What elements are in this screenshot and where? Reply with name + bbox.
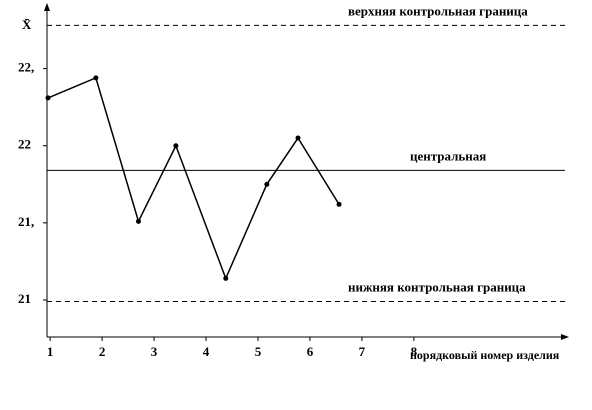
x-axis-label: порядковый номер изделия (410, 348, 560, 362)
x-tick-label: 8 (411, 344, 418, 359)
x-tick-label: 4 (203, 344, 210, 359)
x-tick-label: 6 (307, 344, 314, 359)
y-axis-arrow (44, 3, 50, 11)
y-tick-label: 21, (18, 214, 34, 229)
data-point (173, 143, 179, 149)
control-line-label: верхняя контрольная граница (348, 3, 528, 18)
x-tick-label: 3 (151, 344, 158, 359)
x-tick-label: 1 (47, 344, 54, 359)
control-line-label: центральная (410, 148, 486, 163)
x-tick-label: 7 (359, 344, 366, 359)
y-tick-label: 21 (18, 291, 31, 306)
control-line-label: нижняя контрольная граница (348, 280, 526, 295)
data-point (135, 218, 141, 224)
x-axis-arrow (561, 334, 569, 340)
y-tick-label: 22, (18, 60, 34, 75)
data-point (93, 75, 99, 81)
data-point (223, 275, 229, 281)
data-point (336, 201, 342, 207)
y-tick-label: 22 (18, 137, 31, 152)
y-axis-label: X̄ (22, 17, 32, 32)
x-tick-label: 2 (99, 344, 106, 359)
x-tick-label: 5 (255, 344, 262, 359)
data-point (45, 95, 51, 101)
data-point (264, 181, 270, 187)
data-line (47, 76, 340, 281)
data-point (295, 135, 301, 141)
